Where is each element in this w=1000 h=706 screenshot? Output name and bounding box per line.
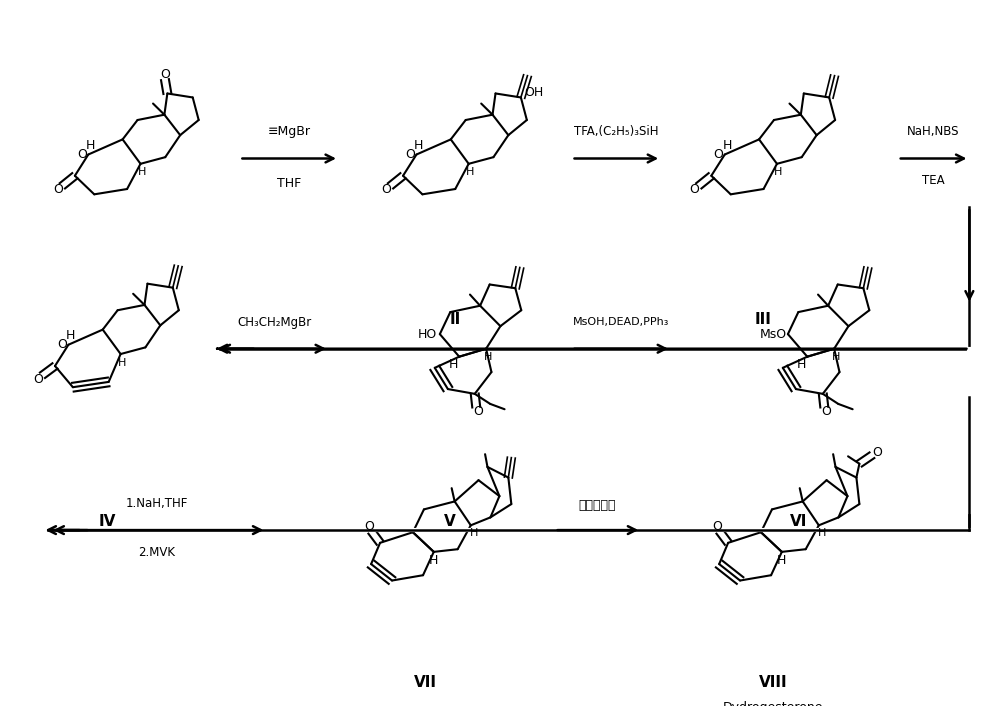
Text: O: O <box>405 148 415 161</box>
Text: O: O <box>821 405 831 418</box>
Text: O: O <box>713 520 723 533</box>
Text: TEA: TEA <box>922 174 945 187</box>
Text: THF: THF <box>277 176 301 190</box>
Text: O: O <box>689 183 699 196</box>
Text: O: O <box>713 148 723 161</box>
Text: O: O <box>872 446 882 459</box>
Text: H: H <box>66 329 75 342</box>
Text: H: H <box>722 138 732 152</box>
Text: O: O <box>77 148 87 161</box>
Text: H: H <box>466 167 474 177</box>
Text: H: H <box>484 352 493 362</box>
Text: O: O <box>57 338 67 352</box>
Text: H: H <box>774 167 783 177</box>
Text: H: H <box>818 528 826 538</box>
Text: NaH,NBS: NaH,NBS <box>907 126 960 138</box>
Text: VIII: VIII <box>759 675 788 690</box>
Text: O: O <box>365 520 375 533</box>
Text: II: II <box>450 312 461 327</box>
Text: IV: IV <box>99 514 116 529</box>
Text: III: III <box>755 312 772 327</box>
Text: H: H <box>429 554 438 567</box>
Text: 2.MVK: 2.MVK <box>138 546 175 558</box>
Text: 1.NaH,THF: 1.NaH,THF <box>126 497 188 510</box>
Text: O: O <box>161 68 171 81</box>
Text: H: H <box>449 358 458 371</box>
Text: 固体超强酸: 固体超强酸 <box>579 499 616 512</box>
Text: H: H <box>138 167 146 177</box>
Text: O: O <box>53 183 63 196</box>
Text: MsOH,DEAD,PPh₃: MsOH,DEAD,PPh₃ <box>573 317 670 327</box>
Text: H: H <box>777 554 787 567</box>
Text: H: H <box>414 138 424 152</box>
Text: O: O <box>473 405 483 418</box>
Text: O: O <box>381 183 391 196</box>
Text: HO: HO <box>418 328 437 340</box>
Text: H: H <box>832 352 841 362</box>
Text: VI: VI <box>790 514 807 529</box>
Text: H: H <box>118 357 126 368</box>
Text: H: H <box>470 528 478 538</box>
Text: H: H <box>86 138 95 152</box>
Text: V: V <box>444 514 456 529</box>
Text: TFA,(C₂H₅)₃SiH: TFA,(C₂H₅)₃SiH <box>574 126 659 138</box>
Text: OH: OH <box>525 86 544 99</box>
Text: CH₃CH₂MgBr: CH₃CH₂MgBr <box>237 316 311 329</box>
Text: ≡MgBr: ≡MgBr <box>268 126 311 138</box>
Text: VII: VII <box>414 675 437 690</box>
Text: H: H <box>797 358 806 371</box>
Text: MsO: MsO <box>760 328 787 340</box>
Text: Dydrogesterone: Dydrogesterone <box>723 700 824 706</box>
Text: O: O <box>33 373 43 385</box>
